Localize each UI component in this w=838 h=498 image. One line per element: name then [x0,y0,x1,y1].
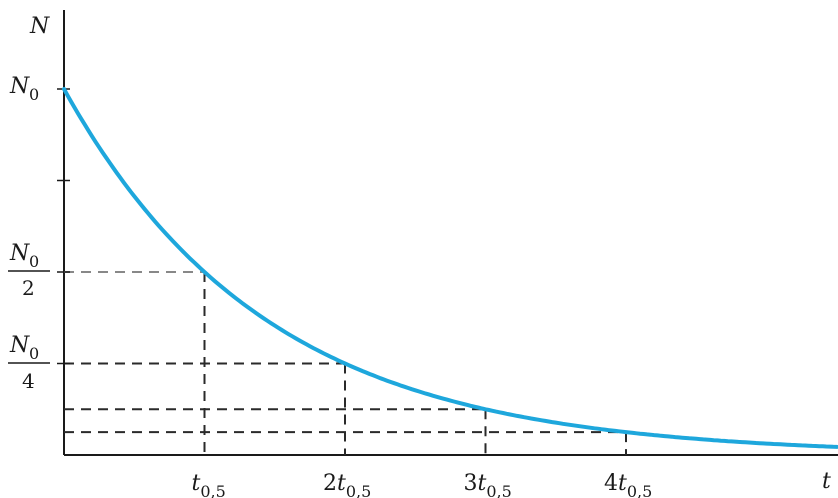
x-tick-label: 2t0,5 [323,471,371,498]
reference-lines [64,271,627,455]
x-tick-label: 3t0,5 [464,471,512,498]
quarter-numerator: N [9,333,30,358]
y-ticks [57,88,70,365]
y-tick-label-half: N 0 2 [8,241,50,300]
quarter-numerator-subscript: 0 [29,344,39,363]
x-tick-label: 4t0,5 [604,471,652,498]
n0-subscript: 0 [29,85,39,104]
n0-symbol: N [9,74,30,99]
x-tick-label: t0,5 [192,471,226,498]
y-tick-label-n0: N 0 [9,74,39,104]
decay-curve [62,87,838,449]
half-numerator: N [9,241,30,266]
half-denominator: 2 [22,276,35,300]
x-axis-label: t [822,469,831,494]
y-tick-label-quarter: N 0 4 [8,333,50,393]
x-tick-labels: t0,5 2t0,5 3t0,5 4t0,5 [192,471,653,498]
half-numerator-subscript: 0 [29,252,39,271]
quarter-denominator: 4 [22,369,35,393]
y-axis-label: N [29,14,50,39]
